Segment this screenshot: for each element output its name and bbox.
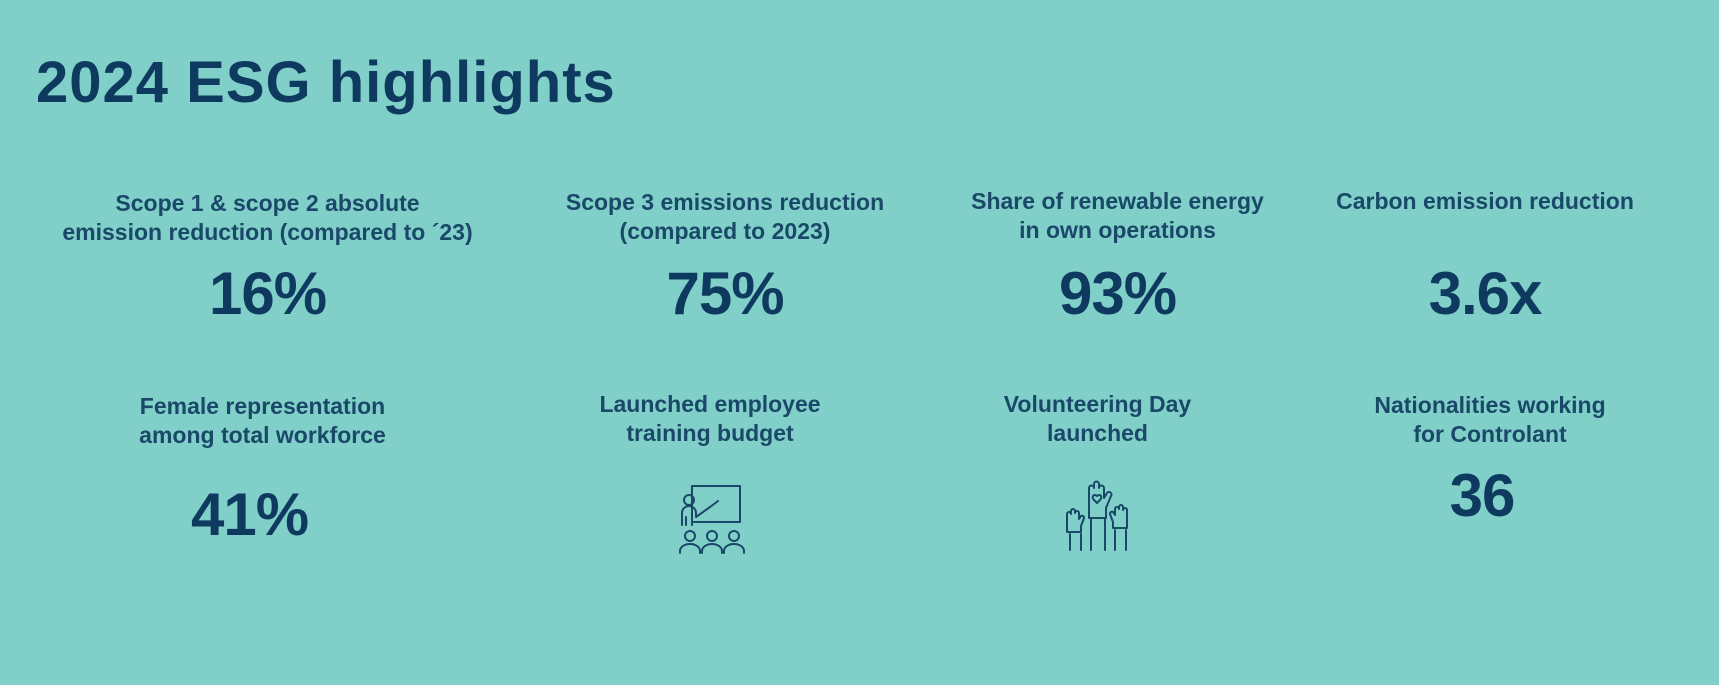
label-line: Share of renewable energy bbox=[971, 188, 1264, 214]
label-line: among total workforce bbox=[139, 422, 386, 448]
label-line: Launched employee bbox=[599, 391, 821, 417]
classroom-teacher-icon bbox=[676, 483, 748, 555]
highlight-renewable: Share of renewable energy in own operati… bbox=[930, 187, 1305, 327]
highlight-label: Female representation among total workfo… bbox=[40, 392, 485, 450]
highlight-value: 36 bbox=[1449, 462, 1516, 529]
highlight-training: Launched employee training budget bbox=[520, 390, 900, 560]
label-line: for Controlant bbox=[1413, 421, 1567, 447]
highlight-label: Launched employee training budget bbox=[520, 390, 900, 448]
highlight-value: 75% bbox=[666, 260, 784, 327]
highlight-label: Scope 3 emissions reduction (compared to… bbox=[520, 188, 930, 246]
page-title: 2024 ESG highlights bbox=[36, 50, 616, 115]
label-line: Female representation bbox=[139, 393, 386, 419]
label-line: Nationalities working bbox=[1374, 392, 1606, 418]
label-line: in own operations bbox=[1019, 217, 1216, 243]
label-line: launched bbox=[1047, 420, 1148, 446]
highlight-value: 3.6x bbox=[1428, 260, 1543, 327]
label-line: emission reduction (compared to ´23) bbox=[62, 219, 473, 245]
highlight-label: Volunteering Day launched bbox=[910, 390, 1285, 448]
highlight-female: Female representation among total workfo… bbox=[40, 392, 485, 552]
label-line: training budget bbox=[626, 420, 794, 446]
label-line: Scope 3 emissions reduction bbox=[565, 189, 885, 215]
highlight-label: Nationalities working for Controlant bbox=[1300, 391, 1680, 449]
highlight-scope12: Scope 1 & scope 2 absolute emission redu… bbox=[20, 189, 515, 329]
highlight-scope3: Scope 3 emissions reduction (compared to… bbox=[520, 188, 930, 328]
highlight-label: Scope 1 & scope 2 absolute emission redu… bbox=[20, 189, 515, 247]
highlight-carbon: Carbon emission reduction 3.6x bbox=[1300, 187, 1670, 327]
highlight-label: Share of renewable energy in own operati… bbox=[930, 187, 1305, 245]
label-line: Carbon emission reduction bbox=[1336, 188, 1634, 214]
highlight-nationalities: Nationalities working for Controlant 36 bbox=[1300, 391, 1680, 541]
raised-hands-heart-icon bbox=[1061, 478, 1133, 552]
label-line: Volunteering Day bbox=[1003, 391, 1192, 417]
label-line: (compared to 2023) bbox=[619, 218, 831, 244]
highlight-value: 41% bbox=[190, 481, 309, 548]
highlight-volunteering: Volunteering Day launched bbox=[910, 390, 1285, 560]
highlight-label: Carbon emission reduction bbox=[1300, 187, 1670, 216]
highlight-value: 16% bbox=[208, 260, 327, 327]
label-line: Scope 1 & scope 2 absolute bbox=[115, 190, 420, 216]
highlight-value: 93% bbox=[1058, 260, 1177, 327]
